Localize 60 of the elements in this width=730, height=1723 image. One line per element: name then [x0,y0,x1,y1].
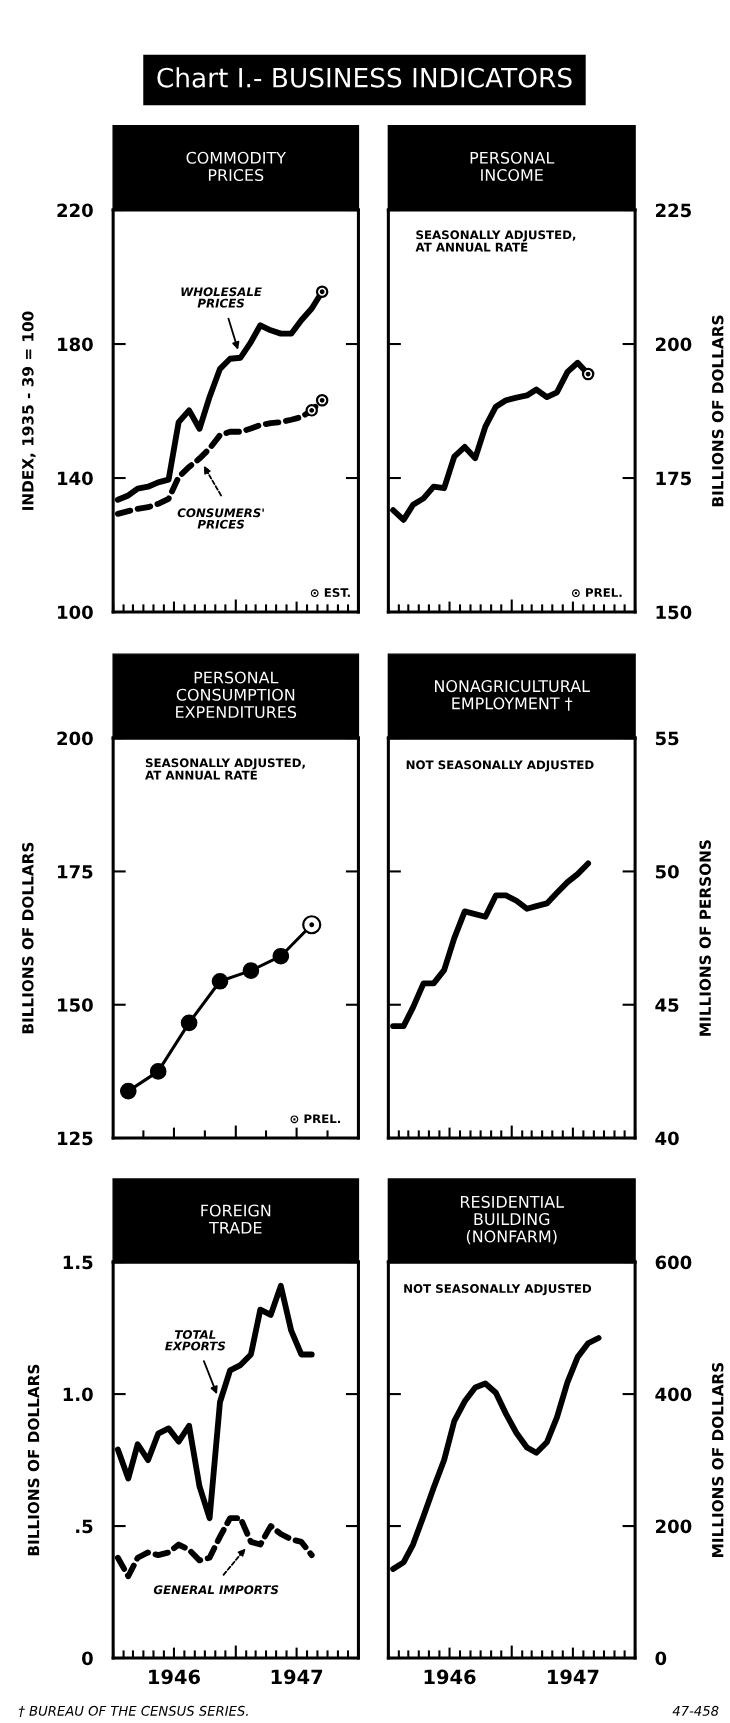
y-tick-label: 150 [656,605,692,620]
y-tick-label: 0 [82,1651,93,1666]
series-label: TOTAL EXPORTS [165,1330,226,1351]
point [180,1014,198,1032]
chart-title: PERSONAL CONSUMPTION EXPENDITURES [176,671,297,719]
y-tick-label: 100 [58,605,93,620]
y-axis-title: BILLIONS OF DOLLARS [27,1364,40,1556]
y-axis-title: MILLIONS OF DOLLARS [711,1362,724,1557]
y-axis-title: MILLIONS OF PERSONS [699,840,711,1036]
y-axis-title: INDEX, 1935 - 39 = 100 [22,311,36,510]
point [272,947,290,965]
legend-label: GENERAL IMPORTS [153,1585,279,1595]
y-tick-label: 600 [655,1255,692,1270]
chart-title: PERSONAL INCOME [470,151,555,182]
legend-label: CONSUMERS' PRICES [177,508,264,529]
y-tick-label: .5 [76,1519,93,1534]
point [149,1063,167,1080]
chart-title: FOREIGN TRADE [201,1204,271,1234]
text: 47-458 [672,1705,719,1716]
x-tick-label: 1946 [149,1669,200,1685]
y-tick-label: 45 [655,998,679,1012]
point [119,1082,137,1100]
x-tick-label: 1947 [548,1669,599,1685]
y-tick-label: 0 [655,1651,667,1666]
series-label: WHOLESALE PRICES [181,287,262,308]
y-tick-label: 175 [656,471,691,486]
y-tick-label: 1.5 [63,1255,93,1270]
chart-title: RESIDENTIAL BUILDING (NONFARM) [460,1195,564,1245]
y-tick-label: 225 [655,203,691,218]
y-tick-label: 150 [58,998,93,1012]
y-tick-label: 175 [58,865,93,879]
y-tick-label: 125 [58,1131,93,1146]
x-tick-label: 1946 [424,1669,476,1685]
y-tick-label: 400 [655,1387,692,1402]
point [242,962,260,979]
y-tick-label: 40 [655,1131,679,1146]
annotation: NOT SEASONALLY ADJUSTED [406,760,594,772]
text: Chart I.- BUSINESS INDICATORS [157,67,572,88]
annotation: ⊙ PREL. [572,588,622,598]
y-tick-label: 200 [655,337,692,352]
point [211,972,229,990]
y-tick-label: 200 [655,1519,692,1534]
annotation: NOT SEASONALLY ADJUSTED [404,1284,592,1296]
y-axis-title: BILLIONS OF DOLLARS [711,315,724,507]
y-tick-label: 1.0 [63,1387,93,1402]
y-tick-label: 140 [58,471,93,486]
y-tick-label: 200 [57,731,93,746]
annotation: SEASONALLY ADJUSTED, AT ANNUAL RATE [415,230,576,252]
chart-title: COMMODITY PRICES [186,151,287,182]
annotation: SEASONALLY ADJUSTED, AT ANNUAL RATE [145,758,305,780]
y-axis-title: BILLIONS OF DOLLARS [22,842,34,1034]
y-tick-label: 50 [655,864,679,879]
text: † BUREAU OF THE CENSUS SERIES. [18,1705,248,1717]
chart-title: NONAGRICULTURAL EMPLOYMENT † [435,680,590,711]
y-tick-label: 220 [57,203,93,218]
annotation: ⊙ PREL. [290,1114,341,1124]
x-tick-label: 1947 [271,1669,323,1685]
annotation: ⊙ EST. [310,588,350,598]
y-tick-label: 180 [58,337,93,352]
y-tick-label: 55 [655,731,679,746]
